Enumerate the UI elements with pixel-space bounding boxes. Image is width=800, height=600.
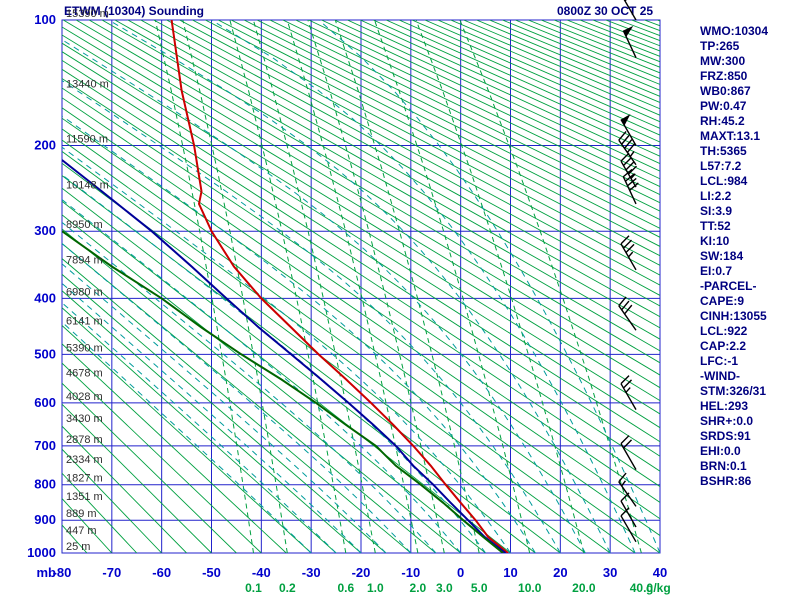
svg-text:200: 200	[34, 137, 56, 152]
svg-text:2.0: 2.0	[410, 581, 427, 595]
svg-text:6141 m: 6141 m	[66, 315, 103, 327]
svg-text:1351 m: 1351 m	[66, 491, 103, 503]
svg-text:-50: -50	[202, 565, 221, 580]
svg-text:1827 m: 1827 m	[66, 473, 103, 485]
svg-text:40: 40	[653, 565, 667, 580]
svg-text:1.0: 1.0	[367, 581, 384, 595]
svg-text:700: 700	[34, 438, 56, 453]
svg-text:3430 m: 3430 m	[66, 413, 103, 425]
svg-text:300: 300	[34, 223, 56, 238]
index-line: LCL:922	[700, 324, 748, 338]
svg-text:30: 30	[603, 565, 617, 580]
index-line: CAP:2.2	[700, 339, 747, 353]
index-line: LI:2.2	[700, 189, 732, 203]
index-line: BRN:0.1	[700, 459, 747, 473]
svg-text:3.0: 3.0	[436, 581, 453, 595]
svg-text:900: 900	[34, 512, 56, 527]
svg-text:-30: -30	[302, 565, 321, 580]
index-line: SHR+:0.0	[700, 414, 754, 428]
index-line: SW:184	[700, 249, 744, 263]
svg-text:5390 m: 5390 m	[66, 342, 103, 354]
index-line: RH:45.2	[700, 114, 745, 128]
index-line: EHI:0.0	[700, 444, 741, 458]
index-line: -WIND-	[700, 369, 740, 383]
index-line: TP:265	[700, 39, 740, 53]
index-line: CAPE:9	[700, 294, 745, 308]
svg-text:13440 m: 13440 m	[66, 78, 109, 90]
svg-text:-60: -60	[152, 565, 171, 580]
svg-text:7894 m: 7894 m	[66, 255, 103, 267]
index-line: SI:3.9	[700, 204, 733, 218]
indices-panel: WMO:10304 TP:265 MW:300 FRZ:850 WB0:867 PW:0.…	[700, 24, 768, 489]
svg-text:100: 100	[34, 12, 56, 27]
index-line: MW:300	[700, 54, 746, 68]
svg-text:600: 600	[34, 395, 56, 410]
svg-text:g/kg: g/kg	[646, 581, 671, 595]
index-line: SRDS:91	[700, 429, 751, 443]
svg-text:6980 m: 6980 m	[66, 286, 103, 298]
index-line: LFC:-1	[700, 354, 738, 368]
svg-text:0.6: 0.6	[337, 581, 354, 595]
index-line: TH:5365	[700, 144, 747, 158]
svg-text:0: 0	[457, 565, 464, 580]
svg-text:1000: 1000	[27, 545, 56, 560]
svg-text:-70: -70	[102, 565, 121, 580]
svg-text:8950 m: 8950 m	[66, 219, 103, 231]
index-line: TT:52	[700, 219, 731, 233]
index-line: KI:10	[700, 234, 730, 248]
svg-text:20: 20	[553, 565, 567, 580]
index-line: STM:326/31	[700, 384, 767, 398]
svg-text:0.2: 0.2	[279, 581, 296, 595]
svg-text:800: 800	[34, 477, 56, 492]
svg-text:10148 m: 10148 m	[66, 179, 109, 191]
svg-text:4678 m: 4678 m	[66, 367, 103, 379]
index-line: CINH:13055	[700, 309, 767, 323]
svg-text:500: 500	[34, 346, 56, 361]
index-line: BSHR:86	[700, 474, 752, 488]
svg-text:-10: -10	[401, 565, 420, 580]
index-line: FRZ:850	[700, 69, 748, 83]
svg-text:40.0: 40.0	[630, 581, 654, 595]
svg-text:mb: mb	[37, 565, 57, 580]
index-line: L57:7.2	[700, 159, 742, 173]
index-line: PW:0.47	[700, 99, 747, 113]
svg-text:0.1: 0.1	[245, 581, 262, 595]
svg-text:2334 m: 2334 m	[66, 454, 103, 466]
svg-text:4028 m: 4028 m	[66, 391, 103, 403]
svg-text:400: 400	[34, 290, 56, 305]
svg-text:5.0: 5.0	[471, 581, 488, 595]
index-line: -PARCEL-	[700, 279, 757, 293]
index-line: WB0:867	[700, 84, 751, 98]
svg-text:11590 m: 11590 m	[66, 133, 108, 145]
svg-text:25 m: 25 m	[66, 541, 90, 553]
index-line: HEL:293	[700, 399, 749, 413]
index-line: LCL:984	[700, 174, 748, 188]
svg-text:2878 m: 2878 m	[66, 434, 103, 446]
svg-text:447 m: 447 m	[66, 525, 97, 537]
svg-text:15390 m: 15390 m	[66, 8, 109, 20]
page-title: ETWM (10304) Sounding	[64, 4, 205, 18]
svg-text:-40: -40	[252, 565, 271, 580]
index-line: WMO:10304	[700, 24, 769, 38]
svg-text:889 m: 889 m	[66, 508, 97, 520]
svg-text:20.0: 20.0	[572, 581, 596, 595]
svg-text:-20: -20	[352, 565, 371, 580]
svg-text:-80: -80	[53, 565, 72, 580]
svg-text:10: 10	[503, 565, 517, 580]
svg-text:10.0: 10.0	[518, 581, 542, 595]
index-line: MAXT:13.1	[700, 129, 761, 143]
index-line: EI:0.7	[700, 264, 733, 278]
